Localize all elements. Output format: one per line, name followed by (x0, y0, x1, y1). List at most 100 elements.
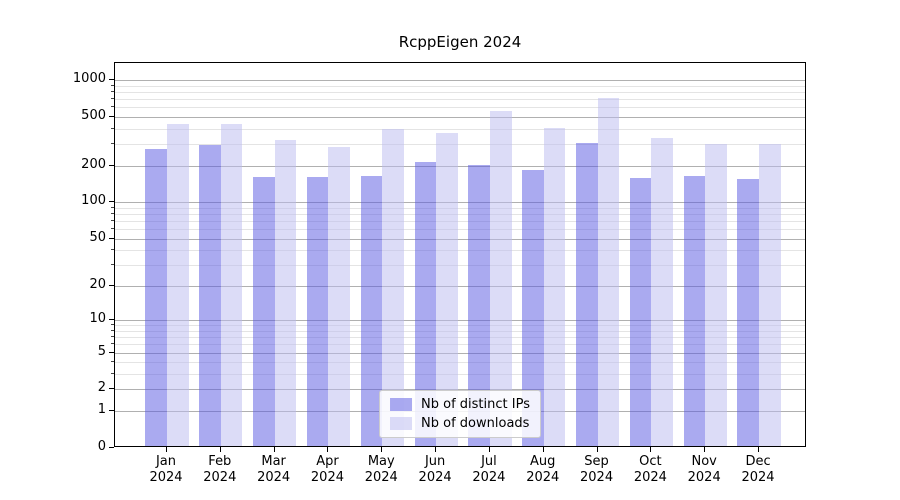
y-tick-label: 50 (89, 229, 106, 245)
bar-distinct-ips-sep (575, 143, 598, 446)
y-tick-label: 1000 (72, 71, 106, 86)
bar-distinct-ips-apr (306, 177, 329, 446)
bar-downloads-oct (651, 138, 673, 446)
x-tick-mark (704, 447, 706, 452)
legend-item-downloads: Nb of downloads (390, 416, 530, 431)
bar-distinct-ips-oct (629, 178, 652, 446)
minor-gridline (115, 213, 805, 215)
major-gridline (115, 116, 805, 118)
minor-gridline (115, 144, 805, 145)
y-tick-mark (109, 201, 114, 203)
major-gridline (115, 352, 805, 354)
y-minor-tick-mark (111, 127, 114, 129)
minor-gridline (115, 344, 805, 346)
x-tick-label-may: May 2024 (351, 454, 411, 486)
x-tick-month: Nov (691, 454, 717, 469)
bar-distinct-ips-jan (145, 148, 167, 446)
x-tick-year: 2024 (741, 470, 775, 485)
y-tick-mark (109, 410, 114, 412)
x-tick-year: 2024 (687, 470, 721, 485)
minor-gridline (115, 330, 805, 332)
x-tick-month: Mar (261, 454, 286, 469)
y-minor-tick-mark (111, 264, 114, 266)
bar-downloads-feb (220, 123, 243, 446)
y-tick-mark (109, 351, 114, 353)
bar-downloads-aug (543, 128, 566, 446)
x-tick-year: 2024 (580, 470, 614, 485)
y-tick-label: 2 (97, 380, 106, 396)
x-tick-year: 2024 (633, 470, 667, 485)
y-tick-mark (109, 284, 114, 286)
y-minor-tick-mark (111, 343, 114, 345)
bar-downloads-apr (328, 146, 351, 446)
minor-gridline (115, 265, 805, 267)
x-tick-month: Oct (639, 454, 662, 469)
bar-distinct-ips-nov (683, 176, 706, 446)
x-tick-label-dec: Dec 2024 (728, 454, 788, 486)
y-tick-label: 100 (81, 193, 106, 209)
bar-downloads-nov (705, 144, 727, 446)
x-tick-label-jul: Jul 2024 (459, 454, 519, 486)
bar-distinct-ips-aug (522, 170, 544, 446)
x-tick-mark (542, 447, 544, 452)
legend-label-distinct-ips: Nb of distinct IPs (421, 397, 530, 412)
x-tick-month: Jan (155, 454, 177, 469)
x-tick-label-jan: Jan 2024 (136, 454, 196, 486)
y-tick-label: 200 (81, 156, 106, 172)
y-tick-label: 20 (89, 276, 106, 292)
plot-area: Nb of distinct IPs Nb of downloads (114, 62, 806, 447)
x-tick-label-feb: Feb 2024 (190, 454, 250, 486)
minor-gridline (115, 250, 805, 252)
x-tick-mark (273, 447, 275, 452)
y-tick-mark (109, 115, 114, 117)
x-tick-mark (758, 447, 760, 452)
legend-swatch-downloads (390, 417, 413, 430)
y-tick-label: 1 (97, 402, 106, 418)
y-tick-mark (109, 237, 114, 239)
y-minor-tick-mark (111, 206, 114, 208)
x-tick-month: Aug (530, 454, 556, 469)
y-minor-tick-mark (111, 90, 114, 92)
x-tick-mark (435, 447, 437, 452)
minor-gridline (115, 207, 805, 209)
y-tick-mark (109, 447, 114, 448)
major-gridline (115, 165, 805, 167)
x-tick-mark (381, 447, 383, 452)
y-minor-tick-mark (111, 324, 114, 326)
bar-downloads-dec (759, 144, 781, 446)
x-tick-mark (219, 447, 221, 452)
major-gridline (115, 389, 805, 391)
y-minor-tick-mark (111, 336, 114, 338)
bar-downloads-jan (167, 124, 189, 446)
y-minor-tick-mark (111, 249, 114, 251)
minor-gridline (115, 337, 805, 339)
legend-swatch-distinct-ips (390, 398, 413, 411)
bar-distinct-ips-feb (199, 145, 221, 446)
y-tick-mark (109, 164, 114, 166)
y-tick-mark (109, 388, 114, 390)
x-tick-month: Dec (745, 454, 771, 469)
y-minor-tick-mark (111, 228, 114, 230)
x-tick-mark (488, 447, 490, 452)
x-tick-year: 2024 (418, 470, 452, 485)
x-tick-mark (166, 447, 167, 452)
minor-gridline (115, 128, 805, 130)
minor-gridline (115, 325, 805, 327)
legend-item-distinct-ips: Nb of distinct IPs (390, 397, 530, 412)
bar-downloads-sep (597, 97, 620, 446)
chart-title: RcppEigen 2024 (398, 33, 522, 51)
bar-distinct-ips-dec (737, 179, 759, 446)
major-gridline (115, 80, 805, 81)
x-tick-mark (596, 447, 598, 452)
x-tick-year: 2024 (526, 470, 560, 485)
x-tick-month: Jun (424, 454, 446, 469)
x-tick-year: 2024 (149, 470, 183, 485)
x-tick-year: 2024 (310, 470, 344, 485)
minor-gridline (115, 91, 805, 93)
y-minor-tick-mark (111, 106, 114, 108)
bar-downloads-jul (489, 110, 512, 446)
major-gridline (115, 202, 805, 204)
minor-gridline (115, 362, 805, 364)
x-tick-month: Feb (208, 454, 232, 469)
